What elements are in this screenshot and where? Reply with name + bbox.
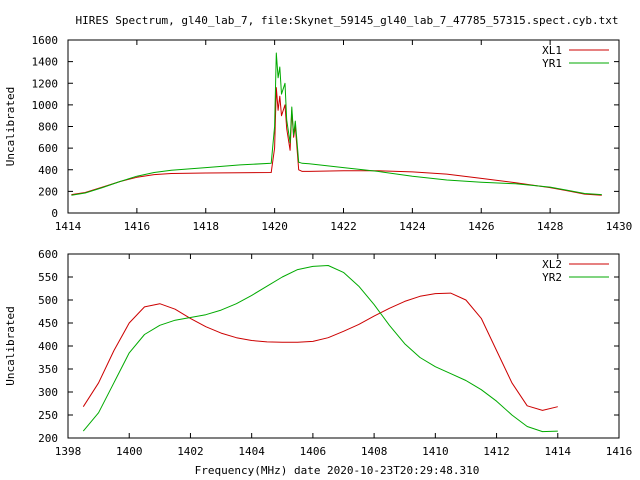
x-tick-label: 1410: [422, 445, 449, 458]
y-axis-label: Uncalibrated: [4, 306, 17, 385]
x-tick-label: 1400: [116, 445, 143, 458]
x-tick-label: 1398: [55, 445, 82, 458]
y-tick-label: 500: [38, 294, 58, 307]
y-tick-label: 0: [51, 207, 58, 220]
x-tick-label: 1422: [330, 220, 357, 233]
series-line-xl2: [82, 292, 558, 411]
y-tick-label: 250: [38, 409, 58, 422]
x-tick-label: 1412: [483, 445, 510, 458]
x-tick-label: 1416: [124, 220, 151, 233]
y-tick-label: 200: [38, 432, 58, 445]
y-axis-label: Uncalibrated: [4, 87, 17, 166]
y-tick-label: 600: [38, 248, 58, 261]
y-tick-label: 350: [38, 363, 58, 376]
x-tick-label: 1416: [606, 445, 633, 458]
y-tick-label: 200: [38, 185, 58, 198]
y-tick-label: 400: [38, 164, 58, 177]
y-tick-label: 1200: [32, 77, 59, 90]
x-axis-label: Frequency(MHz) date 2020-10-23T20:29:48.…: [195, 464, 480, 477]
x-tick-label: 1428: [537, 220, 564, 233]
x-tick-label: 1430: [606, 220, 633, 233]
x-tick-label: 1420: [261, 220, 288, 233]
figure-title: HIRES Spectrum, gl40_lab_7, file:Skynet_…: [75, 14, 618, 27]
top-panel: 1414 1416 1418 1420 1422 1424 1426 1428 1430 0 200…: [4, 34, 632, 233]
x-tick-label: 1418: [193, 220, 220, 233]
x-tick-label: 1414: [545, 445, 572, 458]
x-tick-label: 1408: [361, 445, 388, 458]
series-line-xl1: [71, 87, 602, 196]
bottom-panel: 1398 1400 1402 1404 1406 1408 1410 1412 1414 1416…: [4, 248, 632, 458]
x-tick-label: 1406: [300, 445, 327, 458]
y-tick-label: 550: [38, 271, 58, 284]
legend-label: YR2: [542, 271, 562, 284]
y-tick-label: 450: [38, 317, 58, 330]
y-tick-label: 1400: [32, 56, 59, 69]
legend-label: YR1: [542, 57, 562, 70]
x-tick-label: 1404: [238, 445, 265, 458]
y-tick-label: 1000: [32, 99, 59, 112]
y-tick-label: 1600: [32, 34, 59, 47]
legend-label: XL1: [542, 44, 562, 57]
plot-frame: [67, 39, 620, 214]
x-tick-label: 1402: [177, 445, 204, 458]
x-tick-label: 1424: [399, 220, 426, 233]
plot-frame: [67, 253, 620, 439]
y-tick-label: 800: [38, 121, 58, 134]
y-tick-label: 400: [38, 340, 58, 353]
series-line-yr2: [82, 265, 558, 433]
legend-label: XL2: [542, 258, 562, 271]
y-tick-label: 300: [38, 386, 58, 399]
y-tick-label: 600: [38, 142, 58, 155]
x-tick-label: 1426: [468, 220, 495, 233]
x-tick-label: 1414: [55, 220, 82, 233]
series-line-yr1: [71, 52, 602, 196]
